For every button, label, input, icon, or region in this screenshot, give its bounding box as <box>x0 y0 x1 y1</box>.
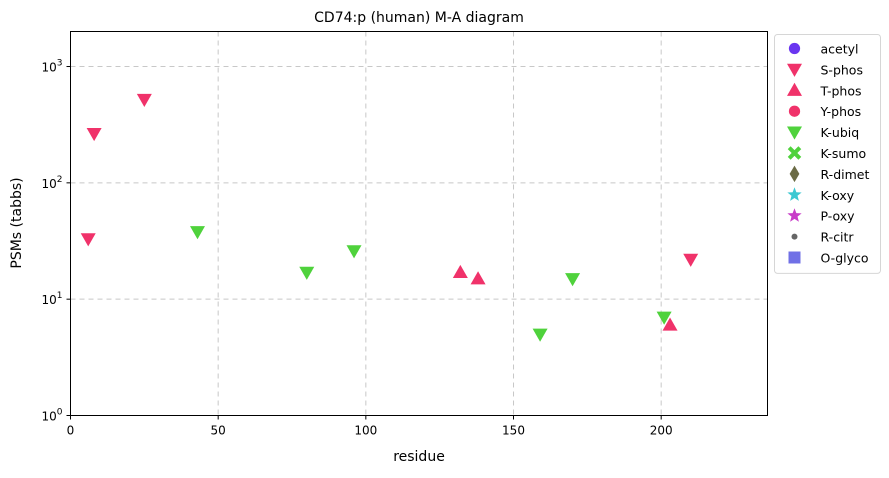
data-point-s-phos <box>136 93 152 108</box>
legend-label: Y-phos <box>820 104 862 119</box>
legend-label: T-phos <box>820 83 862 98</box>
legend-marker-k-sumo <box>787 146 802 160</box>
legend-marker-s-phos <box>787 63 802 77</box>
legend: acetyl S-phos T-phos Y-phos K-ubiq K-sumo R-di… <box>774 34 881 274</box>
y-axis-ticks: 100 101 102 103 <box>41 59 71 424</box>
data-point-k-ubiq <box>656 311 672 325</box>
y-tick-label: 102 <box>41 175 62 191</box>
legend-label: K-ubiq <box>821 125 860 140</box>
legend-label: R-citr <box>821 230 855 245</box>
data-points <box>80 93 699 342</box>
data-point-t-phos <box>662 317 678 331</box>
legend-marker-r-citr <box>791 233 798 240</box>
data-point-s-phos <box>86 127 102 142</box>
y-tick-label: 100 <box>41 408 62 424</box>
x-axis-label: residue <box>393 449 445 465</box>
legend-marker-t-phos <box>787 82 802 96</box>
plot-frame <box>70 31 768 416</box>
legend-label: K-oxy <box>821 188 855 203</box>
legend-label: K-sumo <box>821 146 867 161</box>
data-point-k-ubiq <box>189 226 205 240</box>
legend-label: acetyl <box>821 42 859 57</box>
legend-marker-o-glyco <box>788 251 801 264</box>
data-point-s-phos <box>80 233 96 247</box>
data-point-k-ubiq <box>346 245 362 259</box>
x-tick-label: 150 <box>502 424 525 438</box>
data-point-k-ubiq <box>532 328 548 342</box>
y-tick-label: 103 <box>41 59 62 75</box>
data-point-k-ubiq <box>299 266 315 280</box>
legend-marker-k-oxy <box>787 187 802 201</box>
x-tick-label: 0 <box>67 424 75 438</box>
gridlines <box>70 31 768 416</box>
legend-label: S-phos <box>821 62 863 77</box>
x-axis-ticks: 0 50 100 150 200 <box>67 415 673 438</box>
x-tick-label: 200 <box>650 424 673 438</box>
legend-marker-y-phos <box>788 105 801 117</box>
x-tick-label: 50 <box>211 424 226 438</box>
legend-label: P-oxy <box>821 209 856 224</box>
x-tick-label: 100 <box>354 424 377 438</box>
data-point-k-ubiq <box>565 273 581 287</box>
legend-marker-acetyl <box>788 42 801 55</box>
legend-marker-p-oxy <box>787 208 802 222</box>
y-axis-label: PSMs (tabbs) <box>9 177 25 268</box>
legend-label: O-glyco <box>821 251 869 266</box>
y-tick-label: 101 <box>41 291 62 307</box>
data-point-t-phos <box>452 264 468 278</box>
data-point-t-phos <box>470 271 486 285</box>
legend-label: R-dimet <box>821 167 870 182</box>
legend-marker-k-ubiq <box>787 126 802 140</box>
legend-marker-r-dimet <box>789 165 800 183</box>
data-point-s-phos <box>683 253 699 267</box>
chart-title: CD74:p (human) M-A diagram <box>314 10 524 26</box>
